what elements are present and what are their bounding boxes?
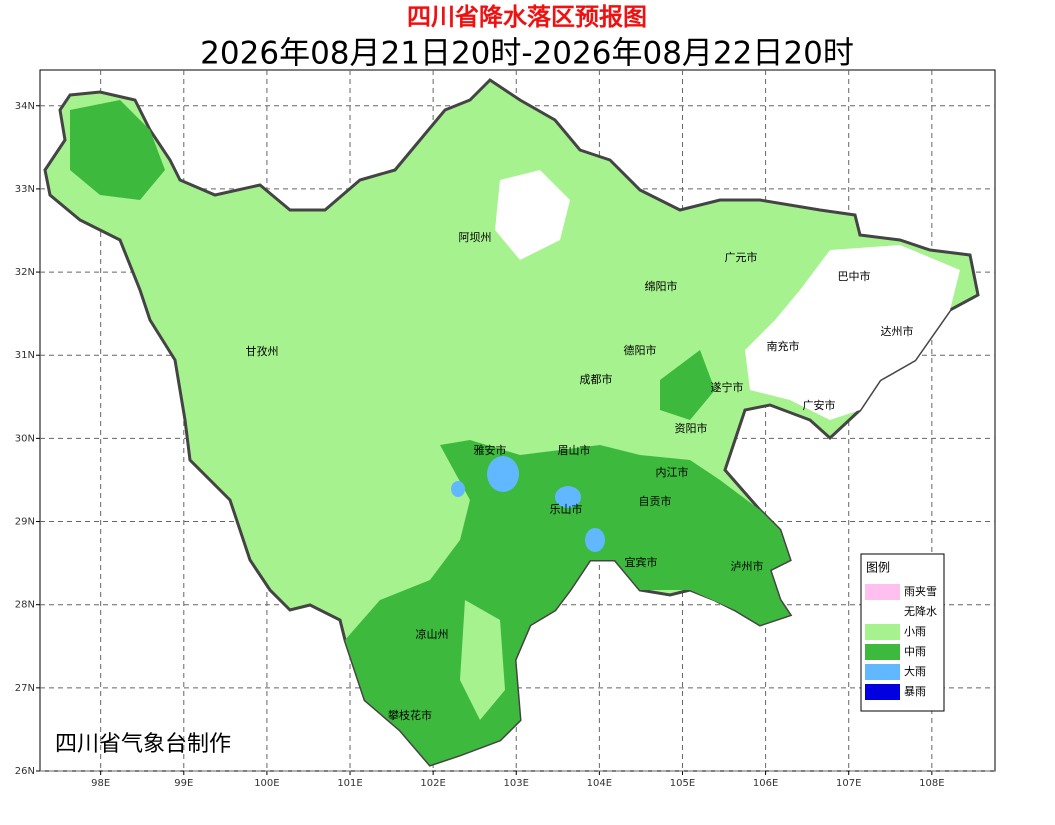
city-label: 广元市 <box>725 250 758 264</box>
no-rain-area <box>495 170 570 260</box>
legend-swatch <box>865 684 900 700</box>
legend-label: 大雨 <box>904 664 926 678</box>
x-tick-label: 100E <box>254 778 279 789</box>
legend-label: 中雨 <box>904 645 926 658</box>
x-tick-label: 99E <box>174 778 193 789</box>
x-tick-label: 104E <box>587 778 612 789</box>
x-tick-label: 98E <box>91 778 110 789</box>
legend-label: 暴雨 <box>904 685 926 698</box>
legend-label: 雨夹雪 <box>904 585 937 598</box>
x-tick-label: 105E <box>670 778 695 789</box>
city-label: 自贡市 <box>639 494 672 508</box>
x-tick-label: 107E <box>836 778 861 789</box>
city-label: 泸州市 <box>731 559 764 573</box>
credit: 四川省气象台制作 <box>55 732 231 757</box>
light-rain-area <box>460 600 505 720</box>
city-label: 绵阳市 <box>645 279 678 293</box>
city-label: 凉山州 <box>416 627 449 641</box>
moderate-rain-area <box>70 100 165 200</box>
y-tick-label: 34N <box>15 101 35 112</box>
subtitle: 2026年08月21日20时-2026年08月22日20时 <box>200 36 854 72</box>
province <box>43 78 980 767</box>
x-tick-label: 108E <box>919 778 944 789</box>
x-tick-label: 106E <box>753 778 778 789</box>
heavy-rain-area <box>487 456 519 492</box>
city-label: 雅安市 <box>474 443 507 457</box>
city-label: 巴中市 <box>838 269 871 283</box>
legend-label: 无降水 <box>904 604 937 618</box>
city-label: 眉山市 <box>558 443 591 457</box>
legend-title: 图例 <box>866 561 890 575</box>
moderate-rain-area <box>660 350 715 420</box>
y-tick-label: 28N <box>15 600 35 611</box>
city-label: 阿坝州 <box>459 230 492 244</box>
y-tick-label: 32N <box>15 267 35 278</box>
city-label: 宜宾市 <box>625 555 658 569</box>
city-label: 南充市 <box>767 339 800 353</box>
x-tick-label: 103E <box>504 778 529 789</box>
title: 四川省降水落区预报图 <box>407 3 647 31</box>
no-rain-area <box>745 245 960 420</box>
city-label: 成都市 <box>580 372 613 386</box>
heavy-rain-area <box>585 528 605 552</box>
city-label: 乐山市 <box>550 502 583 516</box>
legend-swatch <box>865 604 900 620</box>
heavy-rain-area <box>555 486 581 508</box>
legend-swatch <box>865 584 900 600</box>
city-label: 广安市 <box>803 398 836 412</box>
city-label: 遂宁市 <box>711 380 744 394</box>
city-labels: 阿坝州 广元市 巴中市 绵阳市 达州市 甘孜州 德阳市 南充市 成都市 遂宁市 … <box>246 230 914 722</box>
y-tick-label: 27N <box>15 683 35 694</box>
y-tick-label: 33N <box>15 184 35 195</box>
city-label: 资阳市 <box>675 421 708 435</box>
y-tick-label: 26N <box>15 766 35 777</box>
city-label: 达州市 <box>881 324 914 338</box>
legend-swatch <box>865 624 900 640</box>
y-tick-label: 29N <box>15 517 35 528</box>
city-label: 甘孜州 <box>246 344 279 358</box>
moderate-rain-area <box>345 440 790 765</box>
heavy-rain-area <box>451 481 465 497</box>
city-label: 德阳市 <box>624 343 657 357</box>
legend-swatch <box>865 644 900 660</box>
x-tick-label: 102E <box>420 778 445 789</box>
y-tick-label: 31N <box>15 350 35 361</box>
city-label: 内江市 <box>656 465 689 479</box>
legend-label: 小雨 <box>904 625 926 638</box>
city-label: 攀枝花市 <box>388 708 432 722</box>
legend-swatch <box>865 664 900 680</box>
x-tick-label: 101E <box>337 778 362 789</box>
y-tick-label: 30N <box>15 433 35 444</box>
